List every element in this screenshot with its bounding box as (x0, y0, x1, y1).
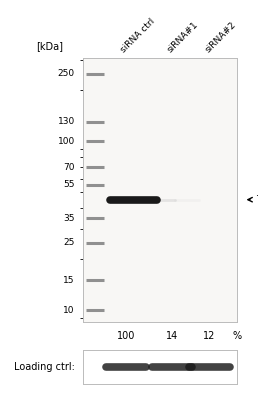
Text: 10: 10 (63, 306, 75, 314)
Text: 35: 35 (63, 214, 75, 223)
Text: 12: 12 (203, 331, 216, 341)
Text: siRNA#2: siRNA#2 (203, 20, 237, 54)
Text: TUFM: TUFM (256, 195, 258, 205)
Text: Loading ctrl:: Loading ctrl: (14, 362, 75, 372)
Text: 100: 100 (58, 136, 75, 146)
Text: 100: 100 (117, 331, 135, 341)
Text: [kDa]: [kDa] (36, 42, 63, 52)
Text: %: % (233, 331, 242, 341)
Text: 14: 14 (166, 331, 179, 341)
Text: siRNA ctrl: siRNA ctrl (119, 16, 157, 54)
Text: 70: 70 (63, 163, 75, 172)
Text: siRNA#1: siRNA#1 (166, 20, 200, 54)
Text: 25: 25 (63, 238, 75, 247)
Text: 55: 55 (63, 180, 75, 190)
Text: 250: 250 (58, 69, 75, 78)
Text: 15: 15 (63, 276, 75, 285)
Text: 130: 130 (58, 117, 75, 126)
